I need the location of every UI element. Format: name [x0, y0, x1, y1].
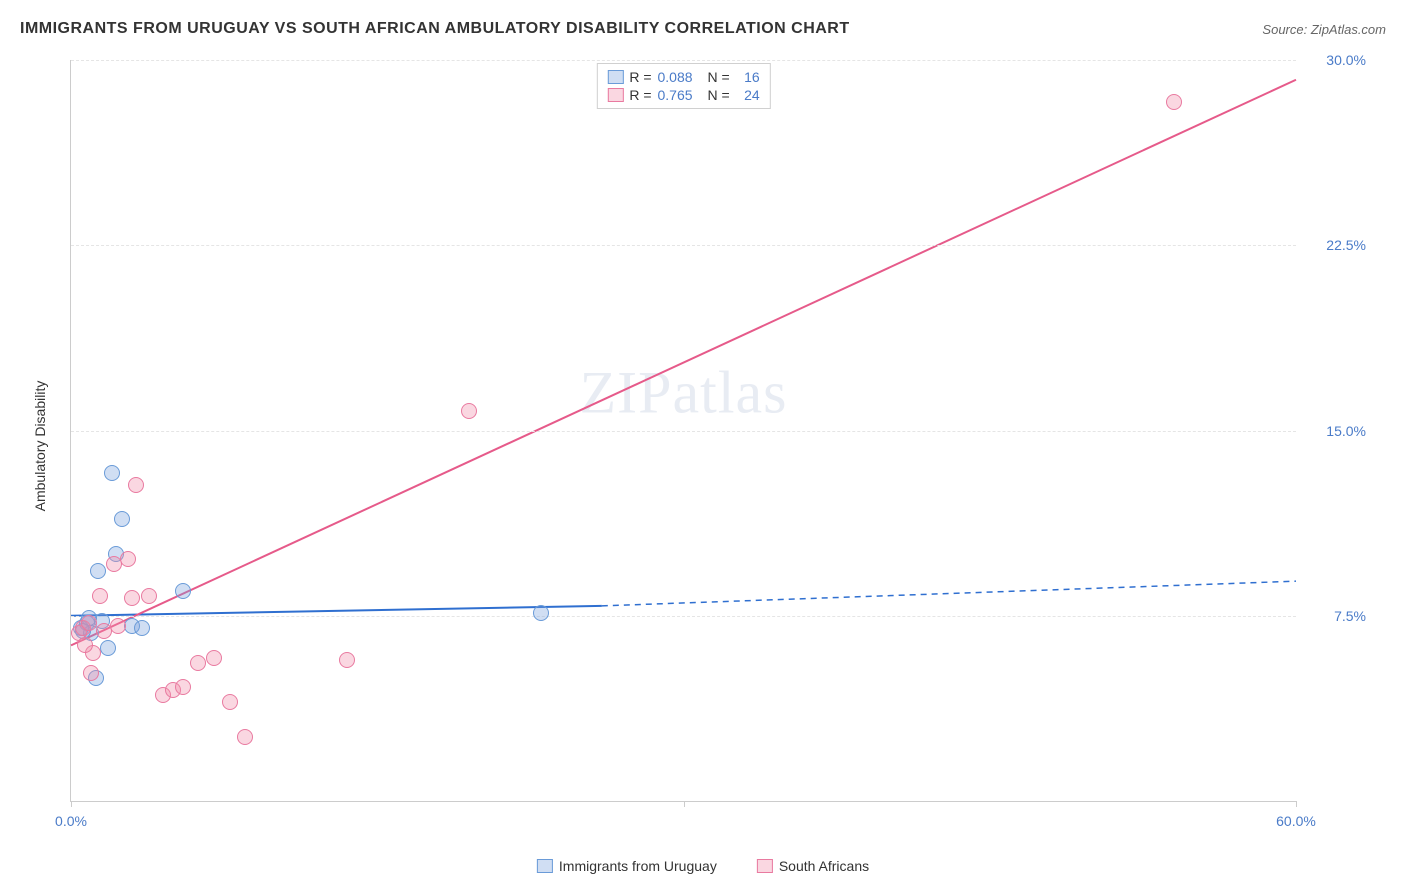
legend-swatch	[537, 859, 553, 873]
data-point	[100, 640, 116, 656]
n-value: 24	[736, 87, 760, 103]
x-tick-label: 0.0%	[55, 813, 87, 829]
plot-region: ZIPatlas R =0.088N =16R =0.765N =24 7.5%…	[70, 60, 1296, 802]
legend-row: R = 0.765 N = 24	[607, 86, 759, 104]
y-axis-label: Ambulatory Disability	[32, 381, 48, 512]
n-label: N =	[708, 87, 730, 103]
series-legend-item: South Africans	[757, 858, 869, 874]
legend-row: R = 0.088 N = 16	[607, 68, 759, 86]
data-point	[206, 650, 222, 666]
regression-line	[71, 80, 1296, 646]
r-label: R =	[629, 87, 651, 103]
x-tick-mark	[71, 801, 72, 807]
data-point	[175, 679, 191, 695]
data-point	[1166, 94, 1182, 110]
x-tick-mark	[1296, 801, 1297, 807]
data-point	[104, 465, 120, 481]
data-point	[110, 618, 126, 634]
data-point	[190, 655, 206, 671]
x-tick-mark	[684, 801, 685, 807]
legend-swatch	[607, 88, 623, 102]
chart-source: Source: ZipAtlas.com	[1262, 22, 1386, 37]
y-tick-label: 7.5%	[1306, 608, 1366, 624]
y-tick-label: 22.5%	[1306, 237, 1366, 253]
data-point	[128, 477, 144, 493]
data-point	[124, 590, 140, 606]
data-point	[134, 620, 150, 636]
regression-line-extended	[602, 581, 1296, 606]
series-name: South Africans	[779, 858, 869, 874]
gridline	[71, 616, 1296, 617]
y-tick-label: 15.0%	[1306, 423, 1366, 439]
data-point	[77, 637, 93, 653]
r-label: R =	[629, 69, 651, 85]
data-point	[90, 563, 106, 579]
series-name: Immigrants from Uruguay	[559, 858, 717, 874]
data-point	[533, 605, 549, 621]
r-value: 0.088	[658, 69, 702, 85]
r-value: 0.765	[658, 87, 702, 103]
data-point	[83, 665, 99, 681]
chart-title: IMMIGRANTS FROM URUGUAY VS SOUTH AFRICAN…	[20, 20, 850, 38]
source-label: Source:	[1262, 22, 1307, 37]
data-point	[339, 652, 355, 668]
x-tick-label: 60.0%	[1276, 813, 1316, 829]
data-point	[222, 694, 238, 710]
data-point	[92, 588, 108, 604]
data-point	[141, 588, 157, 604]
stats-legend: R = 0.088 N = 16 R = 0.765 N = 24	[596, 63, 770, 109]
n-value: 16	[736, 69, 760, 85]
gridline	[71, 60, 1296, 61]
data-point	[461, 403, 477, 419]
source-value: ZipAtlas.com	[1311, 22, 1386, 37]
y-tick-label: 30.0%	[1306, 52, 1366, 68]
data-point	[237, 729, 253, 745]
watermark: ZIPatlas	[580, 359, 788, 428]
n-label: N =	[708, 69, 730, 85]
gridline	[71, 245, 1296, 246]
legend-swatch	[757, 859, 773, 873]
data-point	[120, 551, 136, 567]
gridline	[71, 431, 1296, 432]
legend-swatch	[607, 70, 623, 84]
data-point	[114, 511, 130, 527]
regression-line	[71, 606, 602, 616]
data-point	[175, 583, 191, 599]
chart-area: Ambulatory Disability ZIPatlas R =0.088N…	[50, 60, 1376, 832]
chart-header: IMMIGRANTS FROM URUGUAY VS SOUTH AFRICAN…	[20, 20, 1386, 38]
series-legend-item: Immigrants from Uruguay	[537, 858, 717, 874]
series-legend: Immigrants from Uruguay South Africans	[537, 858, 869, 874]
